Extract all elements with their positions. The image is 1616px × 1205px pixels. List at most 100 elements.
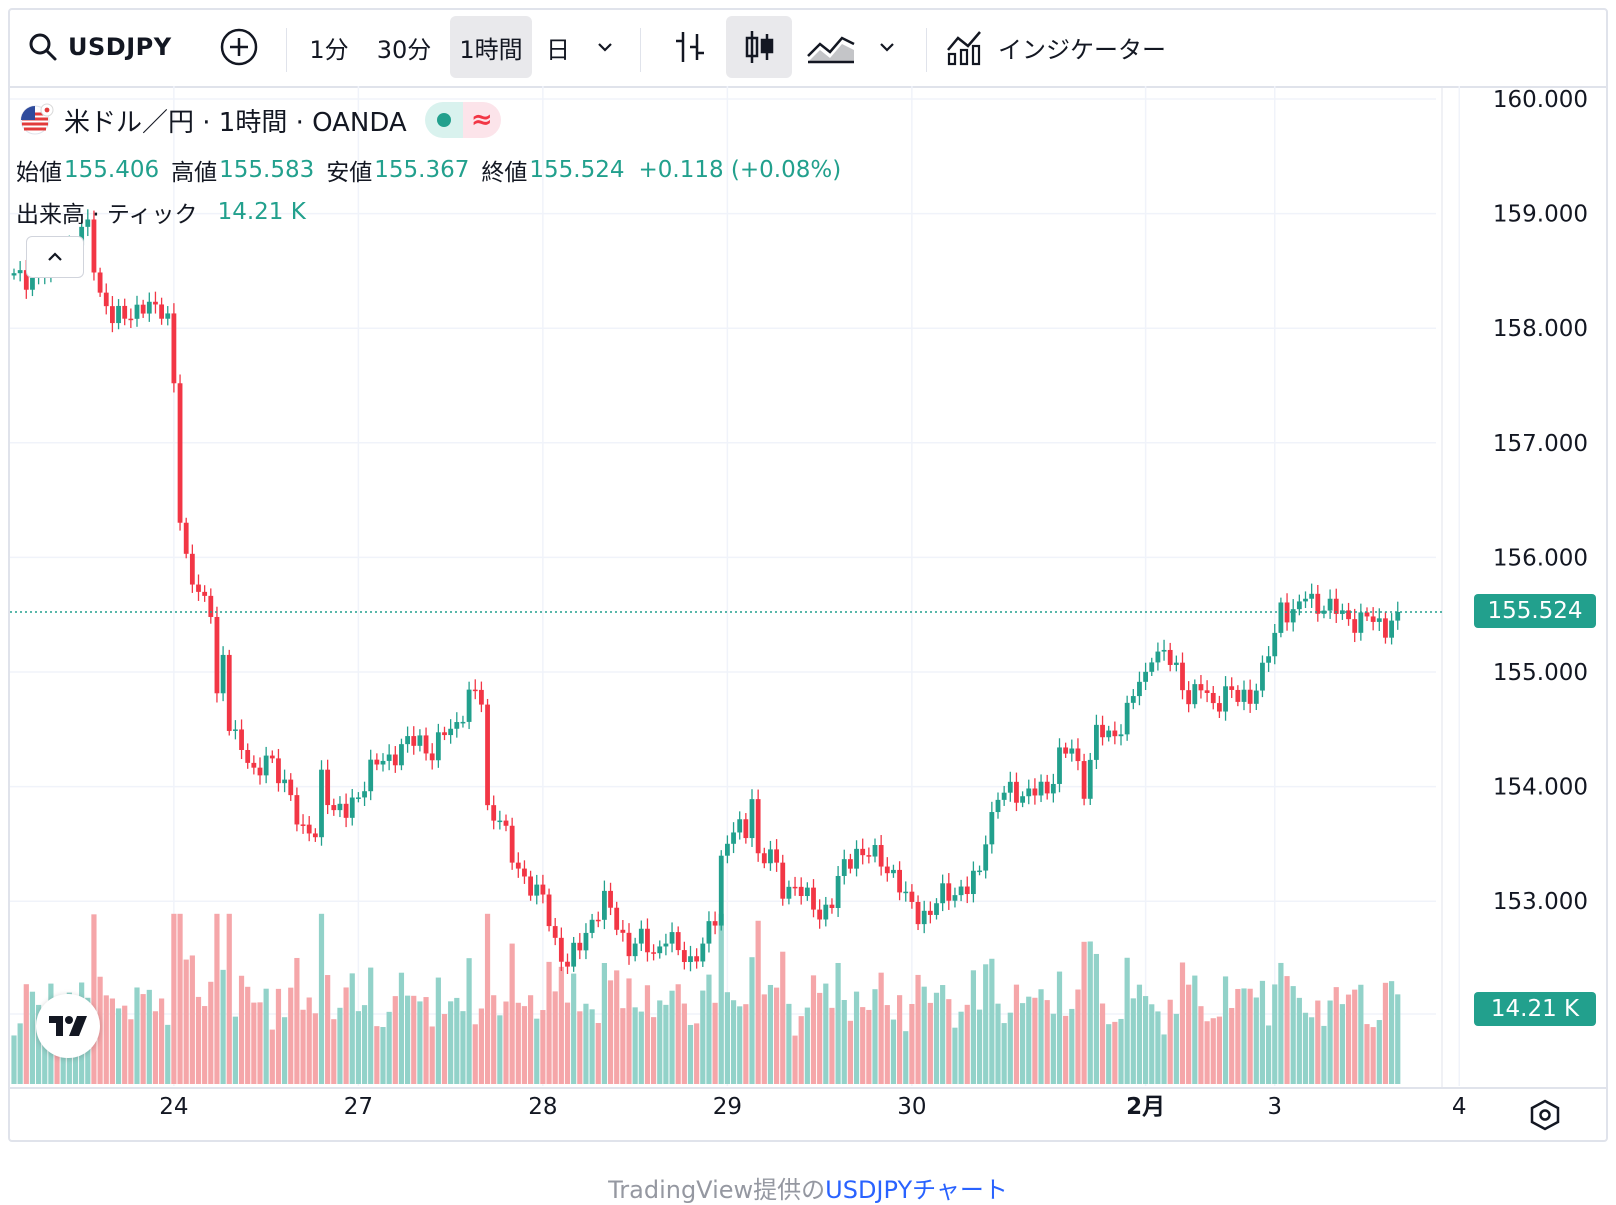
chart-settings-button[interactable] xyxy=(1528,1098,1562,1132)
volume-bar xyxy=(1143,996,1149,1084)
candle-body xyxy=(509,825,515,863)
time-tick-label: 29 xyxy=(713,1094,742,1120)
volume-bar xyxy=(368,967,374,1084)
candle-body xyxy=(891,869,896,874)
volume-bar xyxy=(318,913,325,1084)
volume-bar xyxy=(177,913,183,1084)
tradingview-logo-icon xyxy=(49,1016,87,1036)
volume-bar xyxy=(614,970,620,1084)
candle-body xyxy=(392,754,398,766)
chevron-down-icon xyxy=(880,43,894,52)
price-tick-label: 154.000 xyxy=(1493,775,1588,801)
interval-1h[interactable]: 1時間 xyxy=(450,16,532,78)
indicators-label: インジケーター xyxy=(998,35,1166,64)
volume-bar xyxy=(109,998,115,1084)
volume-bar xyxy=(970,970,976,1084)
volume-bar xyxy=(534,1018,540,1084)
volume-bar xyxy=(866,1009,872,1084)
candle-body xyxy=(110,306,115,324)
indicators-button[interactable]: インジケーター xyxy=(944,16,1194,78)
tradingview-logo[interactable] xyxy=(36,994,100,1058)
candle-body xyxy=(552,926,558,938)
candle-body xyxy=(1235,689,1241,702)
volume-bar xyxy=(601,962,607,1084)
volume-bar xyxy=(1063,1015,1069,1084)
interval-dropdown[interactable] xyxy=(584,16,626,78)
settings-hexagon-icon xyxy=(1530,1099,1560,1131)
volume-bar xyxy=(238,975,245,1084)
candle-body xyxy=(1143,671,1148,682)
candle-body xyxy=(1247,689,1253,704)
collapse-legend-button[interactable] xyxy=(26,236,84,278)
chart-type-dropdown[interactable] xyxy=(866,16,908,78)
candle-body xyxy=(866,855,872,857)
volume-bar xyxy=(435,977,441,1084)
interval-1m[interactable]: 1分 xyxy=(309,35,349,64)
candle-body xyxy=(140,304,146,314)
interval-30m[interactable]: 30分 xyxy=(376,35,432,64)
volume-bar xyxy=(897,995,903,1084)
attribution-link[interactable]: USDJPYチャート xyxy=(825,1176,1008,1204)
candle-body xyxy=(460,721,466,724)
candle-body xyxy=(85,219,91,227)
volume-bar xyxy=(60,1034,66,1084)
volume-bar xyxy=(976,1009,983,1084)
candle-body xyxy=(1118,734,1124,737)
chart-legend: 米ドル／円 · 1時間 · OANDA ≈ 始値 155.406 高値 155.… xyxy=(16,92,853,232)
volume-bar xyxy=(780,951,786,1084)
time-tick-label: 28 xyxy=(528,1094,557,1120)
volume-bar xyxy=(995,1003,1001,1084)
volume-bar xyxy=(632,1007,638,1084)
volume-bar xyxy=(343,987,349,1084)
bar-chart-type-button[interactable] xyxy=(662,16,718,78)
candle-body xyxy=(645,928,650,953)
candle-chart-type-button[interactable] xyxy=(726,16,792,78)
volume-bar xyxy=(1124,957,1130,1084)
volume-bar xyxy=(878,972,884,1084)
attribution-prefix: TradingView提供の xyxy=(608,1176,826,1204)
volume-bar xyxy=(755,920,761,1084)
candlesticks xyxy=(11,209,1401,974)
volume-bar xyxy=(472,1024,478,1084)
volume-bar xyxy=(478,1008,484,1084)
candle-body xyxy=(804,887,810,897)
compare-symbol-button[interactable] xyxy=(216,16,262,78)
volume-bar xyxy=(669,990,675,1084)
candle-body xyxy=(226,654,232,731)
volume-bar xyxy=(1161,1034,1167,1084)
candle-body xyxy=(1364,612,1370,617)
volume-bar xyxy=(1358,984,1364,1084)
time-tick-label: 3 xyxy=(1267,1094,1282,1120)
volume-bar xyxy=(361,1005,368,1084)
volume-bar xyxy=(798,1016,804,1084)
volume-bar xyxy=(1395,994,1401,1084)
candle-body xyxy=(589,919,595,933)
candle-body xyxy=(497,820,503,823)
volume-bar xyxy=(1327,1000,1333,1084)
plus-circle-icon xyxy=(220,28,258,66)
volume-bar xyxy=(189,955,195,1084)
volume-bar xyxy=(817,992,823,1084)
volume-bar xyxy=(454,997,460,1084)
candle-body xyxy=(540,884,546,895)
volume-bar xyxy=(122,1005,128,1084)
candlestick-icon xyxy=(745,31,774,63)
volume-bar xyxy=(1247,988,1253,1084)
volume-bar xyxy=(915,974,921,1084)
interval-day[interactable]: 日 xyxy=(546,35,570,64)
volume-bar xyxy=(743,1004,749,1084)
volume-bar xyxy=(140,994,146,1084)
area-chart-type-button[interactable] xyxy=(802,16,860,78)
symbol-search[interactable]: USDJPY xyxy=(24,16,198,78)
market-status-pill[interactable]: ≈ xyxy=(424,102,501,138)
candle-body xyxy=(534,884,540,896)
candle-body xyxy=(651,952,656,954)
candle-body xyxy=(146,301,152,314)
volume-bar xyxy=(706,974,712,1084)
candle-body xyxy=(823,904,829,920)
candle-body xyxy=(1063,747,1069,754)
candle-body xyxy=(608,890,613,908)
candle-body xyxy=(306,824,312,834)
volume-bar xyxy=(1235,988,1241,1084)
volume-bar xyxy=(1149,1004,1155,1084)
